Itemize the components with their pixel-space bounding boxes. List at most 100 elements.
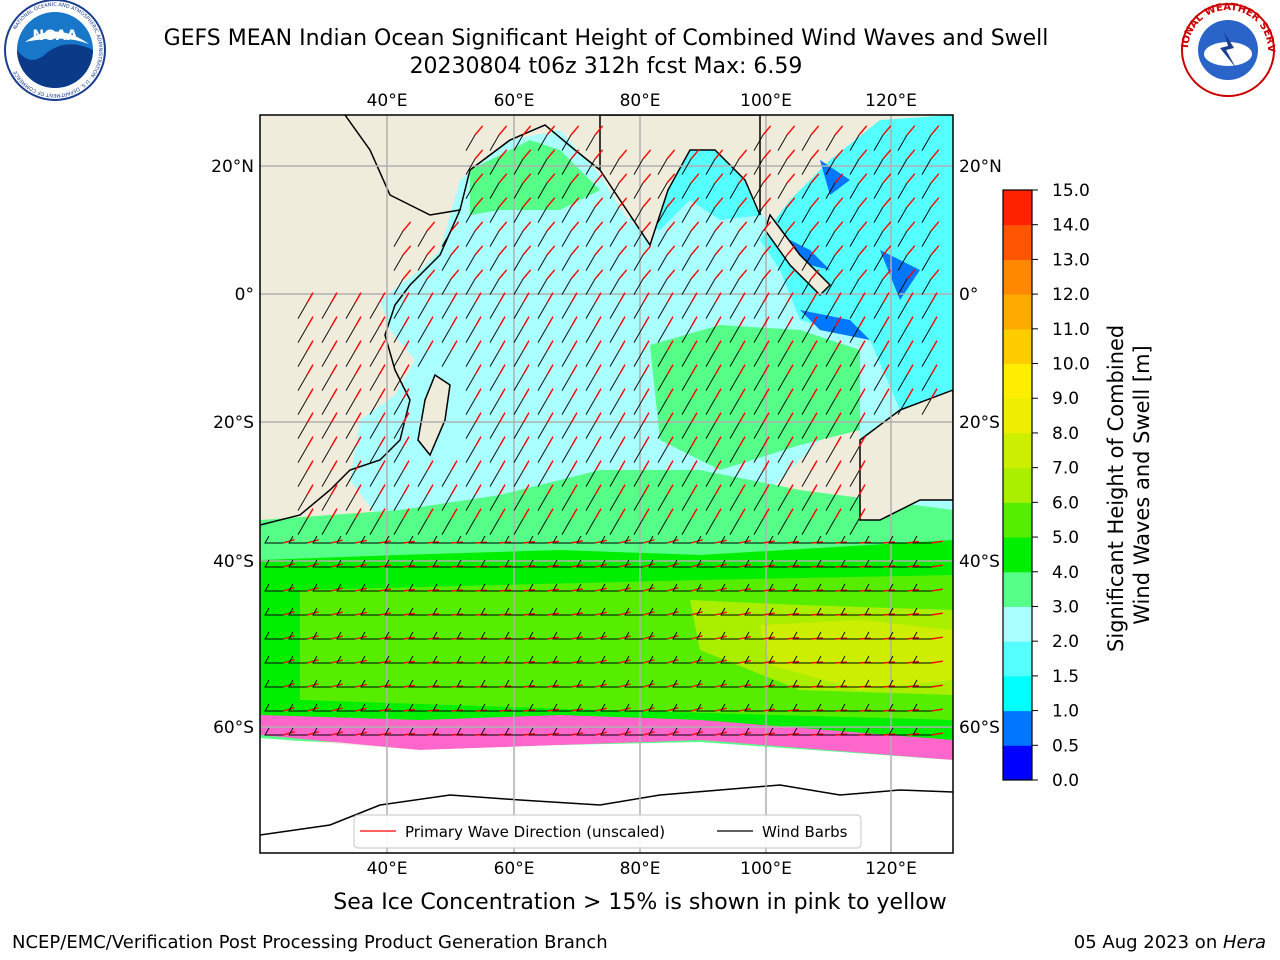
- wave-arrow: [570, 660, 583, 664]
- wind-barb: [657, 206, 668, 223]
- wind-barb: [816, 631, 835, 640]
- wind-barb: [681, 470, 692, 487]
- wave-arrow: [306, 707, 319, 712]
- wave-arrow: [522, 197, 532, 208]
- wave-arrow: [858, 316, 866, 328]
- wave-arrow: [642, 245, 652, 256]
- wind-barb: [801, 254, 812, 271]
- wind-barb: [561, 206, 572, 223]
- wind-barb: [480, 727, 499, 736]
- wave-arrow: [426, 316, 434, 328]
- wave-arrow: [282, 611, 295, 616]
- wind-barb: [657, 398, 668, 415]
- wave-arrow: [642, 364, 650, 376]
- wind-barb: [825, 518, 836, 535]
- wind-barb: [312, 607, 331, 616]
- wind-barb: [633, 518, 644, 535]
- wave-arrow: [474, 149, 484, 160]
- wind-barb: [792, 631, 811, 640]
- wave-arrow: [594, 269, 604, 280]
- wind-barb: [897, 350, 908, 367]
- wave-arrow: [690, 316, 698, 328]
- wind-barb: [513, 158, 524, 175]
- colorbar-tick-label: 10.0: [1052, 355, 1090, 375]
- wave-arrow: [906, 197, 916, 208]
- wind-barb: [720, 703, 739, 712]
- wind-barb: [417, 278, 428, 295]
- wave-arrow: [762, 484, 770, 496]
- wave-arrow: [570, 684, 583, 688]
- wind-barb: [624, 535, 643, 544]
- wave-arrow: [738, 364, 746, 376]
- wind-barb: [297, 470, 308, 487]
- wave-arrow: [618, 197, 628, 208]
- wind-barb: [744, 703, 763, 712]
- wind-barb: [561, 494, 572, 511]
- wave-arrow: [378, 540, 391, 544]
- wave-arrow: [642, 436, 650, 448]
- wind-barb: [657, 374, 668, 391]
- wave-arrow: [570, 484, 578, 496]
- wind-barb: [312, 583, 331, 592]
- colorbar-label-line2: Wind Waves and Swell [m]: [1130, 345, 1154, 625]
- wind-barb: [561, 470, 572, 487]
- wind-barb: [720, 655, 739, 664]
- wave-arrow: [642, 388, 650, 400]
- wave-arrow: [594, 340, 602, 352]
- wind-barb: [729, 326, 740, 343]
- wind-barb: [609, 206, 620, 223]
- wind-barb: [897, 158, 908, 175]
- wind-barb: [345, 398, 356, 415]
- wind-barb: [825, 254, 836, 271]
- wind-barb: [753, 350, 764, 367]
- wave-arrow: [786, 388, 794, 400]
- wave-arrow: [330, 316, 338, 328]
- wind-barb: [393, 350, 404, 367]
- colorbar-swatch: [1003, 675, 1032, 712]
- wind-barb: [408, 679, 427, 688]
- wave-arrow: [618, 388, 626, 400]
- wave-arrow: [786, 412, 794, 424]
- wave-arrow: [498, 292, 506, 304]
- wind-barb: [912, 607, 931, 616]
- wave-arrow: [714, 316, 722, 328]
- wind-barb: [825, 158, 836, 175]
- wind-barb: [633, 230, 644, 247]
- lat-left-label: 40°S: [213, 552, 254, 572]
- wave-arrow: [282, 635, 295, 640]
- wave-arrow: [666, 484, 674, 496]
- wave-arrow: [762, 245, 772, 256]
- colorbar-swatch: [1003, 606, 1032, 642]
- wind-barb: [264, 679, 283, 688]
- wave-arrow: [546, 540, 559, 544]
- wave-arrow: [546, 564, 559, 568]
- wave-arrow: [906, 173, 916, 184]
- wind-barb: [528, 583, 547, 592]
- wind-barb: [768, 559, 787, 568]
- wave-arrow: [570, 732, 583, 736]
- wind-barb: [864, 655, 883, 664]
- wave-arrow: [354, 539, 367, 544]
- wave-arrow: [762, 660, 775, 664]
- wave-arrow: [570, 173, 580, 184]
- wind-barb: [417, 470, 428, 487]
- wave-arrow: [426, 340, 434, 352]
- wind-barb: [297, 326, 308, 343]
- wind-barb: [345, 470, 356, 487]
- wave-arrow: [930, 564, 943, 568]
- wind-barb: [753, 134, 764, 151]
- wave-arrow: [282, 587, 295, 592]
- wind-barb: [576, 703, 595, 712]
- wave-arrow: [546, 388, 554, 400]
- wind-barb: [792, 727, 811, 736]
- wave-arrow: [810, 508, 818, 520]
- wind-barb: [744, 607, 763, 616]
- wind-barb: [465, 422, 476, 439]
- wind-barb: [297, 374, 308, 391]
- wind-barb: [585, 494, 596, 511]
- wave-arrow: [282, 659, 295, 664]
- wave-arrow: [666, 611, 679, 616]
- wind-barb: [465, 446, 476, 463]
- wind-barb: [360, 631, 379, 640]
- wind-barb: [432, 727, 451, 736]
